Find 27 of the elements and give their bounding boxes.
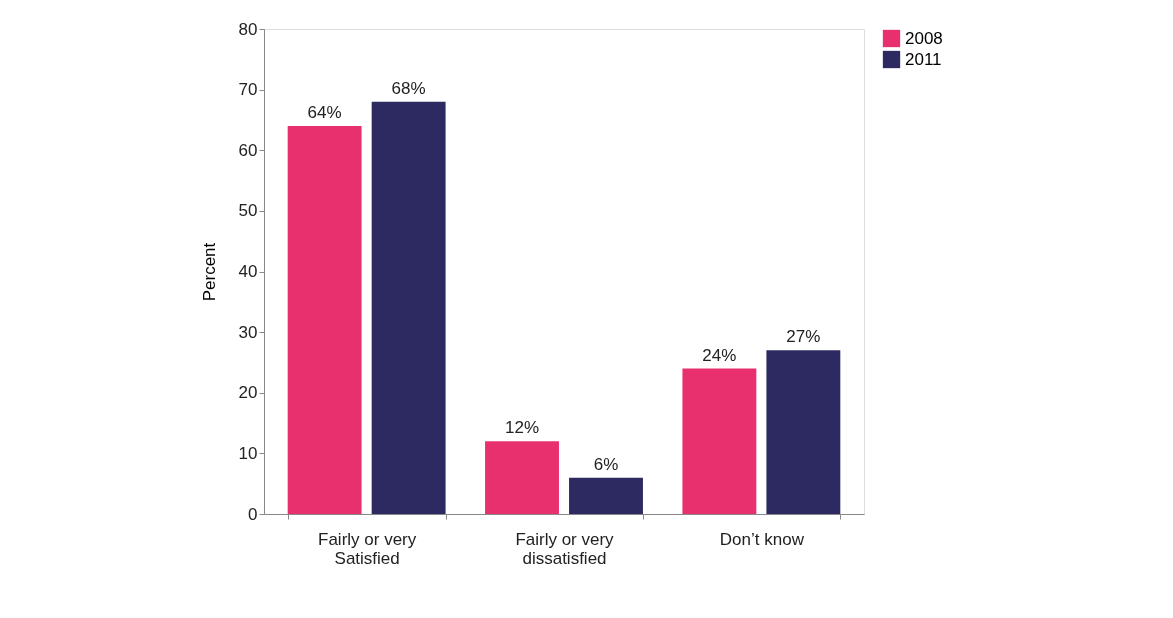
data-label: 68%: [391, 78, 426, 98]
data-label: 24%: [702, 345, 737, 365]
bar: [682, 368, 757, 514]
y-tick-label: 50: [238, 201, 258, 221]
data-label: 6%: [593, 454, 619, 474]
bar: [371, 101, 446, 514]
data-label: 27%: [786, 327, 821, 347]
y-axis-title: Percent: [199, 242, 219, 302]
y-tick-label: 60: [238, 140, 258, 160]
legend-label: 2011: [905, 49, 942, 69]
bar: [485, 441, 559, 514]
y-tick-label: 10: [238, 443, 258, 463]
data-label: 64%: [307, 103, 342, 122]
x-tick-label: Don’t know: [719, 529, 805, 549]
x-tick-label: Fairly or very dissatisfied: [515, 529, 615, 568]
x-tick-label: Fairly or very Satisfied: [318, 529, 417, 568]
y-tick-label: 70: [238, 80, 258, 100]
bar: [569, 477, 643, 514]
y-tick-label: 40: [238, 262, 258, 281]
legend-label: 2008: [905, 28, 943, 48]
y-tick-label: 80: [238, 19, 258, 39]
y-tick-label: 30: [238, 322, 258, 342]
y-tick-label: 0: [248, 504, 258, 524]
y-tick-label: 20: [238, 383, 258, 403]
data-label: 12%: [504, 418, 540, 438]
bar: [766, 350, 841, 514]
bar: [287, 126, 362, 514]
